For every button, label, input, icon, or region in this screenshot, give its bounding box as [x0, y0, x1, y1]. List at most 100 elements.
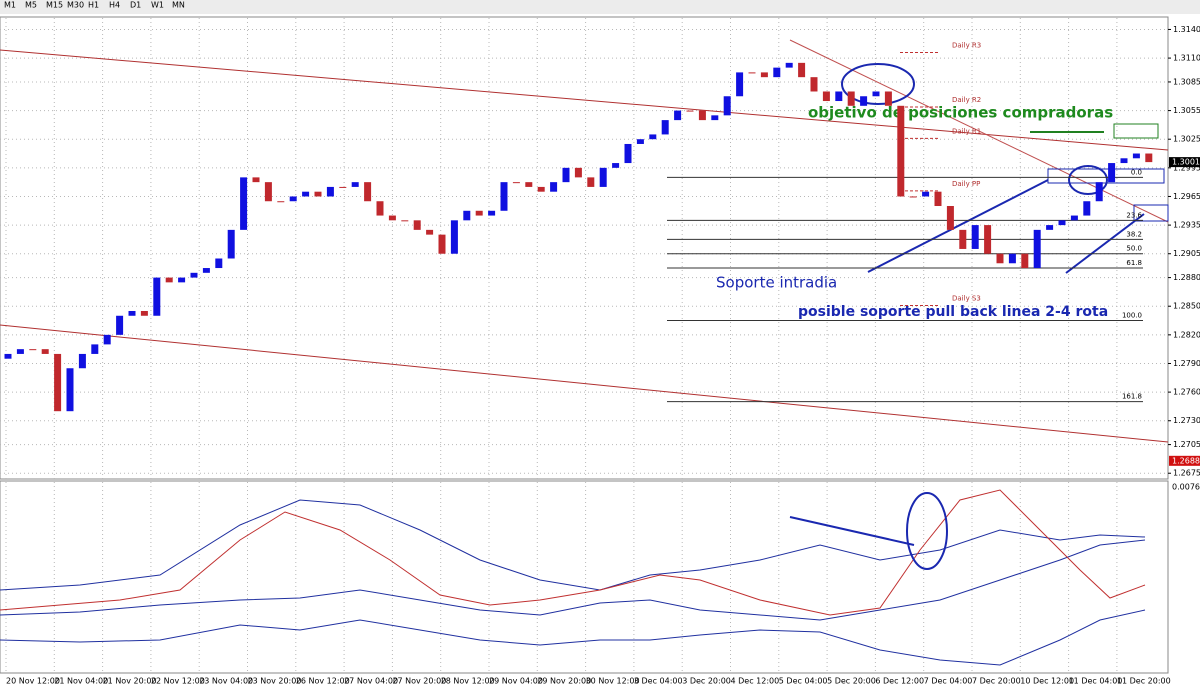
timeframe-button[interactable]: M30	[67, 1, 84, 10]
pivot-label: Daily S3	[952, 294, 981, 302]
candle-body	[4, 353, 12, 359]
x-tick-label: 7 Dec 20:00	[972, 677, 1021, 686]
candle-body	[116, 315, 124, 335]
candle-body	[748, 72, 756, 74]
candle-body	[1046, 225, 1054, 230]
candle-body	[897, 105, 905, 197]
timeframe-button[interactable]: M5	[25, 1, 37, 10]
x-tick-label: 28 Nov 12:00	[441, 677, 495, 686]
candle-body	[1083, 201, 1091, 216]
candle-body	[785, 62, 793, 68]
x-tick-label: 27 Nov 20:00	[392, 677, 446, 686]
candle-body	[1120, 158, 1128, 164]
candle-body	[773, 67, 781, 78]
candle-body	[884, 91, 892, 106]
x-tick-label: 3 Dec 04:00	[634, 677, 683, 686]
candle-body	[264, 182, 272, 202]
candle-body	[1021, 253, 1029, 269]
timeframe-button[interactable]: H1	[88, 1, 99, 10]
candle-body	[388, 215, 396, 221]
candle-body	[500, 182, 508, 211]
candle-body	[314, 191, 322, 197]
x-tick-label: 23 Nov 20:00	[248, 677, 302, 686]
y-tick-label: 1.2935	[1173, 221, 1200, 230]
candle-body	[562, 167, 570, 183]
candle-body	[438, 234, 446, 254]
highlight-ellipse	[1068, 165, 1108, 195]
candle-body	[984, 225, 992, 254]
candle-body	[326, 186, 334, 197]
toolbar	[0, 0, 1200, 14]
y-tick-label: 1.3055	[1173, 106, 1200, 115]
candle-body	[599, 167, 607, 187]
candle-body	[1008, 253, 1016, 264]
support-box	[1133, 204, 1169, 222]
timeframe-button[interactable]: MN	[172, 1, 185, 10]
candle-body	[16, 349, 24, 354]
x-tick-label: 7 Dec 04:00	[924, 677, 973, 686]
candle-body	[934, 191, 942, 207]
fib-label: 23.6	[1126, 211, 1142, 219]
candle-body	[1132, 153, 1140, 159]
x-tick-label: 30 Nov 12:00	[586, 677, 640, 686]
x-tick-label: 11 Dec 20:00	[1117, 677, 1171, 686]
candle-body	[550, 182, 558, 192]
annotation: objetivo de posiciones compradoras	[808, 104, 1113, 122]
candle-body	[810, 77, 818, 92]
timeframe-button[interactable]: D1	[130, 1, 141, 10]
y-tick-label: 1.2760	[1173, 388, 1200, 397]
candle-body	[252, 177, 260, 183]
candle-body	[996, 253, 1004, 264]
timeframe-button[interactable]: W1	[151, 1, 164, 10]
x-tick-label: 22 Nov 12:00	[151, 677, 205, 686]
y-tick-label: 1.3025	[1173, 135, 1200, 144]
x-tick-label: 11 Dec 04:00	[1069, 677, 1123, 686]
candle-body	[128, 310, 136, 316]
pivot-label: Daily R2	[952, 96, 981, 104]
candle-body	[302, 191, 310, 197]
candle-body	[847, 91, 855, 106]
x-tick-label: 3 Dec 20:00	[682, 677, 731, 686]
highlight-ellipse	[841, 63, 915, 105]
x-tick-label: 21 Nov 20:00	[103, 677, 157, 686]
highlight-ellipse	[906, 492, 948, 570]
candle-body	[649, 134, 657, 140]
pivot-label: Daily R3	[952, 42, 981, 50]
x-tick-label: 29 Nov 20:00	[537, 677, 591, 686]
price-marker-label: 1.2688	[1172, 456, 1200, 465]
candle-body	[1145, 153, 1153, 163]
candle-body	[202, 268, 210, 273]
x-tick-label: 6 Dec 12:00	[875, 677, 924, 686]
candle-body	[401, 220, 409, 222]
pivot-label: Daily PP	[952, 180, 980, 188]
target-box	[1113, 123, 1159, 139]
candle-body	[723, 96, 731, 116]
x-tick-label: 20 Nov 12:00	[6, 677, 60, 686]
y-tick-label: 1.2965	[1173, 192, 1200, 201]
y-tick-label: 1.2730	[1173, 416, 1200, 425]
candle-body	[711, 115, 719, 121]
candle-body	[922, 191, 930, 197]
candle-body	[835, 91, 843, 102]
y-tick-label: 1.2790	[1173, 359, 1200, 368]
candle-body	[636, 139, 644, 144]
candle-body	[624, 143, 632, 164]
indicator-tick-label: 0.0076	[1172, 483, 1200, 492]
candle-body	[798, 62, 806, 78]
candle-body	[612, 163, 620, 168]
candle-body	[140, 310, 148, 316]
timeframe-button[interactable]: H4	[109, 1, 120, 10]
candle-body	[339, 186, 347, 188]
candle-body	[426, 229, 434, 235]
y-tick-label: 1.3110	[1173, 54, 1200, 63]
timeframe-button[interactable]: M1	[4, 1, 16, 10]
indicator-line	[0, 539, 1146, 621]
fib-label: 0.0	[1131, 168, 1142, 176]
x-tick-label: 10 Dec 12:00	[1020, 677, 1074, 686]
candle-body	[240, 177, 248, 230]
y-tick-label: 1.3140	[1173, 25, 1200, 34]
indicator-line	[0, 489, 1146, 616]
timeframe-button[interactable]: M15	[46, 1, 63, 10]
